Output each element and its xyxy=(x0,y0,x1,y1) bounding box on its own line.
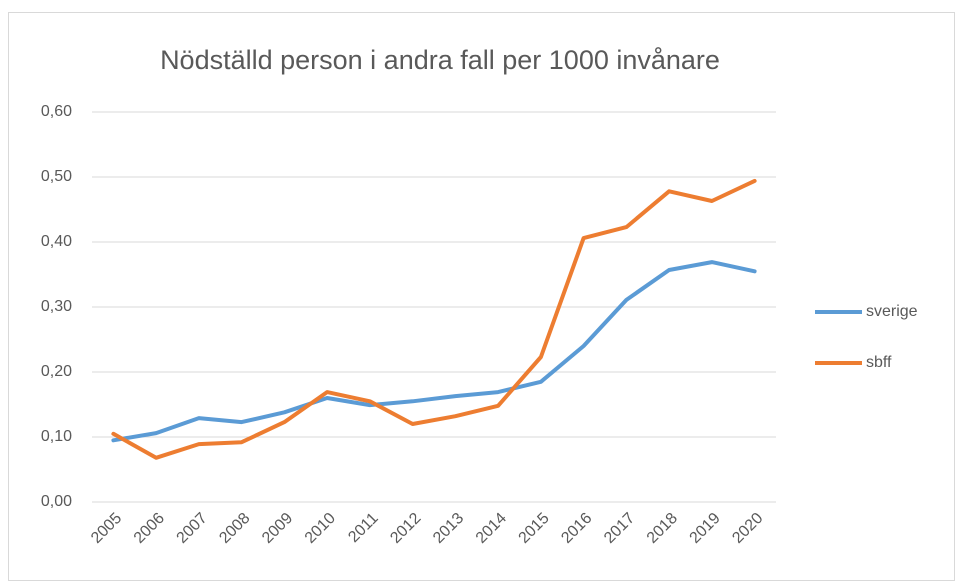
chart-title: Nödställd person i andra fall per 1000 i… xyxy=(160,45,720,75)
y-tick-label: 0,40 xyxy=(41,233,72,250)
y-tick-label: 0,20 xyxy=(41,363,72,380)
y-tick-label: 0,50 xyxy=(41,168,72,185)
y-tick-label: 0,60 xyxy=(41,103,72,120)
line-series xyxy=(111,178,757,460)
y-tick-label: 0,10 xyxy=(41,428,72,445)
line-series xyxy=(111,260,757,443)
chart-frame xyxy=(8,12,955,581)
legend-label: sverige xyxy=(866,303,918,320)
legend-label: sbff xyxy=(866,354,892,371)
y-tick-label: 0,30 xyxy=(41,298,72,315)
y-tick-label: 0,00 xyxy=(41,493,72,510)
